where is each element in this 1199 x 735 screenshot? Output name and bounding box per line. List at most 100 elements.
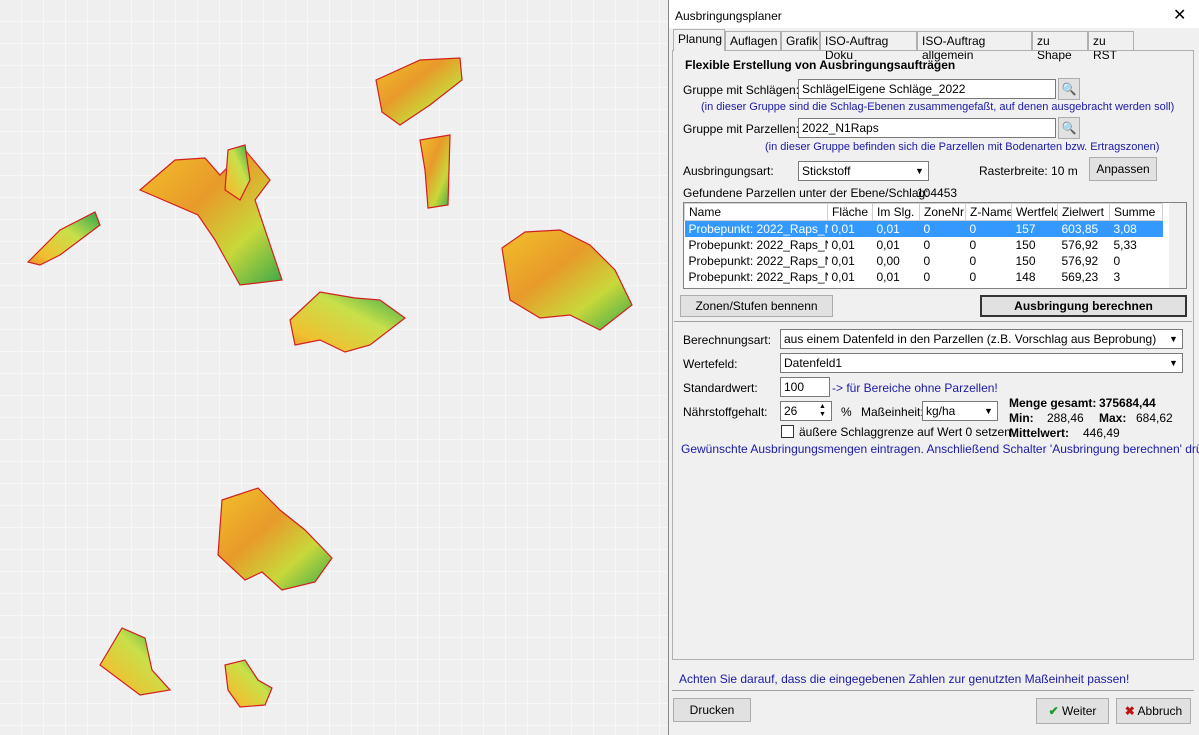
check-icon: ✔ xyxy=(1049,704,1059,718)
table-cell: 0 xyxy=(920,221,966,238)
table-cell: 0,01 xyxy=(873,269,920,285)
label: Gefundene Parzellen unter der Ebene/Schl… xyxy=(683,186,929,200)
dropdown[interactable]: kg/ha▼ xyxy=(922,401,998,421)
text-field[interactable]: SchlägelEigene Schläge_2022 xyxy=(798,79,1056,99)
tab[interactable]: Auflagen xyxy=(725,31,781,50)
dialog: Ausbringungsplaner ✕ PlanungAuflagenGraf… xyxy=(668,0,1199,735)
tab[interactable]: zu RST xyxy=(1088,31,1134,50)
text-field[interactable]: 100 xyxy=(780,377,830,397)
button[interactable]: Anpassen xyxy=(1089,157,1157,181)
note: (in dieser Gruppe sind die Schlag-Ebenen… xyxy=(701,101,1174,113)
spin-arrows: ▲▼ xyxy=(815,403,830,419)
label: Wertefeld: xyxy=(683,357,737,371)
table-cell: 157 xyxy=(1012,221,1058,238)
table-row[interactable]: Probepunkt: 2022_Raps_N10,010,0100150576… xyxy=(685,237,1163,253)
tab[interactable]: ISO-Auftrag Doku xyxy=(820,31,917,50)
table-cell: Probepunkt: 2022_Raps_N1 xyxy=(685,253,828,269)
table-cell: 0,01 xyxy=(828,221,873,238)
search-button[interactable]: 🔍 xyxy=(1058,78,1080,100)
table-cell: 569,23 xyxy=(1058,269,1110,285)
value: 375684,44 xyxy=(1099,396,1156,410)
button-label: Weiter xyxy=(1062,704,1096,718)
column-header[interactable]: ZoneNr xyxy=(920,204,966,221)
label: Gruppe mit Parzellen: xyxy=(683,122,799,136)
table-cell: 0 xyxy=(966,237,1012,253)
dropdown-arrow: ▼ xyxy=(1166,355,1181,371)
section-heading: Flexible Erstellung von Ausbringungsauft… xyxy=(685,58,955,72)
table-cell: Probepunkt: 2022_Raps_N1 xyxy=(685,237,828,253)
label: Menge gesamt: xyxy=(1009,396,1096,410)
value: 684,62 xyxy=(1136,411,1173,425)
table-cell: 0,01 xyxy=(873,237,920,253)
label: Maßeinheit: xyxy=(861,405,924,419)
unit: % xyxy=(841,405,852,419)
table-cell: 0,01 xyxy=(873,221,920,238)
button[interactable]: Ausbringung berechnen xyxy=(980,295,1187,317)
table-cell: 603,85 xyxy=(1058,221,1110,238)
table-cell: 150 xyxy=(1012,237,1058,253)
table-cell: 576,92 xyxy=(1058,237,1110,253)
table-cell: 576,92 xyxy=(1058,253,1110,269)
close-button[interactable]: ✕ xyxy=(1173,5,1186,25)
table-row[interactable]: Probepunkt: 2022_Raps_N10,010,0100157603… xyxy=(685,221,1163,238)
table-cell: 0,00 xyxy=(873,253,920,269)
column-header[interactable]: Zielwert xyxy=(1058,204,1110,221)
label: Rasterbreite: 10 m xyxy=(979,164,1078,178)
text-field[interactable]: 2022_N1Raps xyxy=(798,118,1056,138)
value: 288,46 xyxy=(1047,411,1084,425)
checkbox[interactable] xyxy=(781,425,794,438)
table-cell: 0 xyxy=(920,269,966,285)
column-header[interactable]: Wertfeld xyxy=(1012,204,1058,221)
dropdown-arrow: ▼ xyxy=(1166,331,1181,347)
table-cell: 0 xyxy=(1110,253,1163,269)
scrollbar[interactable] xyxy=(1169,203,1186,288)
tab[interactable]: zu Shape xyxy=(1032,31,1088,50)
tab[interactable]: Grafik xyxy=(781,31,820,50)
dropdown-arrow: ▼ xyxy=(912,163,927,179)
dropdown-value: aus einem Datenfeld in den Parzellen (z.… xyxy=(784,332,1156,346)
column-header[interactable]: Summe xyxy=(1110,204,1163,221)
value: 446,49 xyxy=(1083,426,1120,440)
dropdown[interactable]: aus einem Datenfeld in den Parzellen (z.… xyxy=(780,329,1183,349)
table-header: NameFlächeIm Slg.ZoneNrZ-NameWertfeldZie… xyxy=(685,204,1163,221)
parcel-table: NameFlächeIm Slg.ZoneNrZ-NameWertfeldZie… xyxy=(684,203,1163,285)
table-cell: 3 xyxy=(1110,269,1163,285)
label: Max: xyxy=(1099,411,1126,425)
label: Nährstoffgehalt: xyxy=(683,405,768,419)
table-cell: 3,08 xyxy=(1110,221,1163,238)
button[interactable]: Drucken xyxy=(673,698,751,722)
button[interactable]: Zonen/Stufen bennenn xyxy=(680,295,833,317)
label: Min: xyxy=(1009,411,1034,425)
column-header[interactable]: Name xyxy=(685,204,828,221)
column-header[interactable]: Fläche xyxy=(828,204,873,221)
table-cell: Probepunkt: 2022_Raps_N1 xyxy=(685,221,828,238)
spin-value: 26 xyxy=(784,404,797,418)
column-header[interactable]: Im Slg. xyxy=(873,204,920,221)
column-header[interactable]: Z-Name xyxy=(966,204,1012,221)
dropdown-value: kg/ha xyxy=(926,404,955,418)
table-row[interactable]: Probepunkt: 2022_Raps_N10,010,0100148569… xyxy=(685,269,1163,285)
dropdown[interactable]: Datenfeld1▼ xyxy=(780,353,1183,373)
window-title: Ausbringungsplaner xyxy=(675,9,782,23)
table-row[interactable]: Probepunkt: 2022_Raps_N10,010,0000150576… xyxy=(685,253,1163,269)
note: -> für Bereiche ohne Parzellen! xyxy=(832,381,998,395)
label: Ausbringungsart: xyxy=(683,164,774,178)
tab[interactable]: Planung xyxy=(673,29,725,51)
button[interactable]: ✖ Abbruch xyxy=(1116,698,1191,724)
search-button[interactable]: 🔍 xyxy=(1058,117,1080,139)
label: Mittelwert: xyxy=(1009,426,1069,440)
field-map xyxy=(0,0,668,735)
checkbox-label: äußere Schlaggrenze auf Wert 0 setzen xyxy=(799,425,1011,439)
table-cell: 5,33 xyxy=(1110,237,1163,253)
spin-field[interactable]: 26 ▲▼ xyxy=(780,401,832,421)
table-cell: 0 xyxy=(920,237,966,253)
tab[interactable]: ISO-Auftrag allgemein xyxy=(917,31,1032,50)
button[interactable]: ✔ Weiter xyxy=(1036,698,1109,724)
footer-note: Achten Sie darauf, dass die eingegebenen… xyxy=(679,672,1129,686)
table-cell: 0,01 xyxy=(828,253,873,269)
note: (in dieser Gruppe befinden sich die Parz… xyxy=(765,141,1159,153)
instruction: Gewünschte Ausbringungsmengen eintragen.… xyxy=(681,442,1199,456)
dropdown[interactable]: Stickstoff▼ xyxy=(798,161,929,181)
separator xyxy=(674,321,1192,322)
